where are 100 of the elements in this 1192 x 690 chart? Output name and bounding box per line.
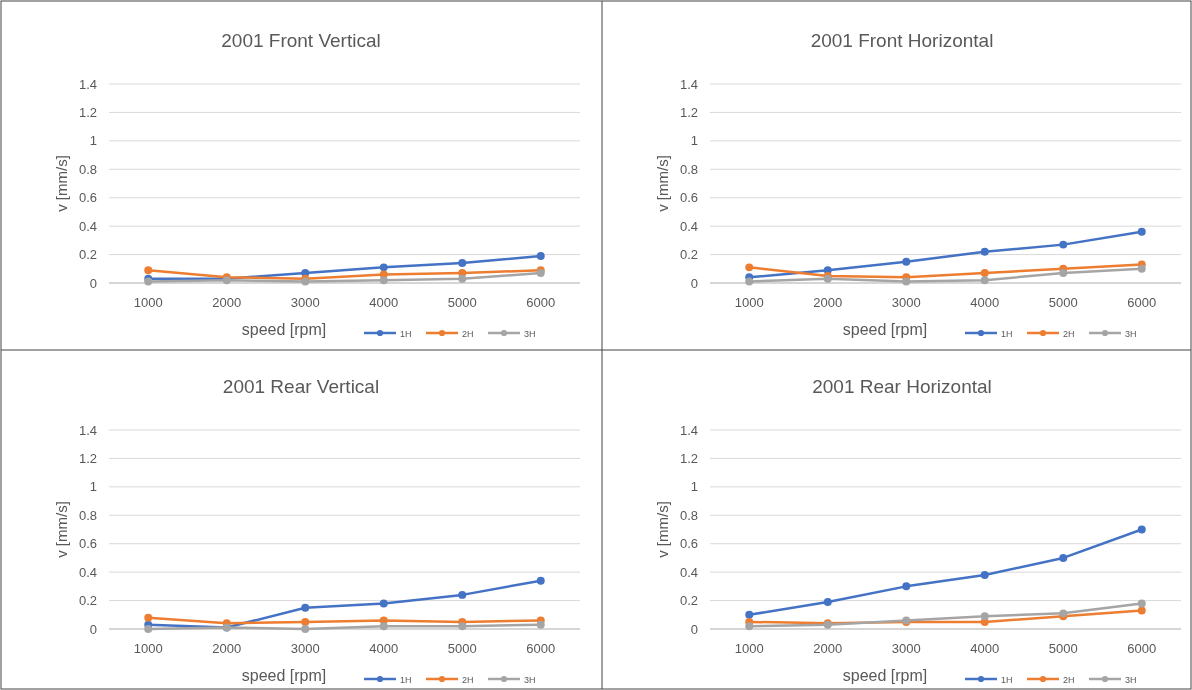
x-tick-label: 3000 — [290, 295, 320, 310]
point — [379, 276, 388, 285]
point — [980, 276, 989, 285]
legend-label: 3H — [524, 329, 536, 339]
x-tick-label: 5000 — [1048, 295, 1078, 310]
y-tick-label: 0.4 — [679, 564, 698, 580]
x-tick-label: 2000 — [813, 641, 843, 656]
point — [823, 598, 832, 606]
point — [745, 610, 754, 619]
x-tick-label: 1000 — [133, 641, 163, 656]
y-tick-label: 1 — [89, 133, 97, 149]
point — [980, 269, 989, 278]
y-axis-title: v [mm/s] — [53, 501, 70, 558]
y-tick-label: 0.8 — [78, 507, 97, 523]
point — [301, 625, 310, 633]
point — [1059, 240, 1068, 249]
x-tick-label: 2000 — [813, 295, 843, 310]
y-tick-label: 0.6 — [78, 190, 97, 206]
point — [379, 622, 388, 631]
x-axis-title: speed [rpm] — [241, 667, 327, 684]
point — [144, 266, 153, 275]
y-tick-label: 0 — [89, 621, 97, 637]
point — [458, 622, 467, 631]
y-tick-label: 0.2 — [679, 593, 698, 609]
point — [902, 277, 911, 286]
legend-label: 1H — [400, 329, 412, 339]
chart-title: 2001 Rear Horizontal — [812, 376, 992, 397]
point — [980, 571, 989, 579]
y-tick-label: 0.6 — [679, 536, 698, 552]
point — [1137, 525, 1146, 534]
point — [1137, 599, 1146, 608]
y-tick-label: 0.4 — [679, 218, 698, 234]
point — [379, 263, 388, 272]
legend-label: 2H — [1063, 675, 1075, 685]
x-tick-label: 4000 — [970, 641, 1000, 656]
legend-label: 3H — [1125, 329, 1137, 339]
y-tick-label: 0 — [690, 621, 698, 637]
y-tick-label: 1.2 — [78, 450, 97, 466]
legend-label: 1H — [1001, 329, 1013, 339]
point — [144, 625, 153, 633]
y-tick-label: 1.4 — [78, 422, 97, 438]
point — [980, 247, 989, 256]
point — [1137, 227, 1146, 236]
x-tick-label: 5000 — [1048, 641, 1078, 656]
x-tick-label: 4000 — [369, 295, 399, 310]
y-tick-label: 1.2 — [78, 104, 97, 120]
legend-label: 2H — [462, 675, 474, 685]
legend-label: 2H — [1063, 329, 1075, 339]
y-tick-label: 0.6 — [679, 190, 698, 206]
x-tick-label: 2000 — [212, 295, 242, 310]
y-axis-title: v [mm/s] — [654, 155, 671, 212]
point — [902, 582, 911, 591]
point — [980, 612, 989, 621]
point — [536, 576, 545, 585]
x-tick-label: 6000 — [526, 641, 556, 656]
x-tick-label: 1000 — [734, 295, 764, 310]
point — [144, 613, 153, 622]
y-tick-label: 0 — [690, 275, 698, 291]
y-tick-label: 1.4 — [679, 76, 698, 92]
legend-label: 3H — [1125, 675, 1137, 685]
x-tick-label: 5000 — [447, 641, 477, 656]
point — [1059, 553, 1068, 562]
x-tick-label: 4000 — [369, 641, 399, 656]
legend-label: 3H — [524, 675, 536, 685]
point — [536, 252, 545, 260]
y-tick-label: 0 — [89, 275, 97, 291]
y-tick-label: 1 — [690, 479, 698, 495]
point — [1137, 264, 1146, 273]
y-tick-label: 0.8 — [78, 161, 97, 177]
x-axis-title: speed [rpm] — [241, 321, 327, 338]
y-tick-label: 0.2 — [679, 247, 698, 263]
x-tick-label: 1000 — [734, 641, 764, 656]
legend-label: 2H — [462, 329, 474, 339]
chart-title: 2001 Front Horizontal — [810, 30, 994, 51]
y-tick-label: 0.6 — [78, 536, 97, 552]
x-axis-title: speed [rpm] — [842, 321, 928, 338]
chart-title: 2001 Rear Vertical — [222, 376, 380, 397]
point — [301, 603, 310, 612]
x-tick-label: 6000 — [1127, 641, 1157, 656]
y-tick-label: 0.8 — [679, 507, 698, 523]
y-tick-label: 1.4 — [78, 76, 97, 92]
point — [745, 622, 754, 631]
point — [1059, 269, 1068, 278]
point — [745, 263, 754, 272]
x-tick-label: 3000 — [290, 641, 320, 656]
y-tick-label: 1.2 — [679, 104, 698, 120]
y-tick-label: 0.2 — [78, 593, 97, 609]
point — [902, 257, 911, 266]
point — [458, 274, 467, 283]
x-tick-label: 4000 — [970, 295, 1000, 310]
y-tick-label: 1.4 — [679, 422, 698, 438]
y-tick-label: 0.2 — [78, 247, 97, 263]
legend-label: 1H — [1001, 675, 1013, 685]
point — [1137, 606, 1146, 615]
y-tick-label: 0.8 — [679, 161, 698, 177]
x-tick-label: 6000 — [526, 295, 556, 310]
x-tick-label: 3000 — [891, 295, 921, 310]
chart-title: 2001 Front Vertical — [221, 30, 381, 51]
y-tick-label: 0.4 — [78, 218, 97, 234]
y-tick-label: 1 — [89, 479, 97, 495]
